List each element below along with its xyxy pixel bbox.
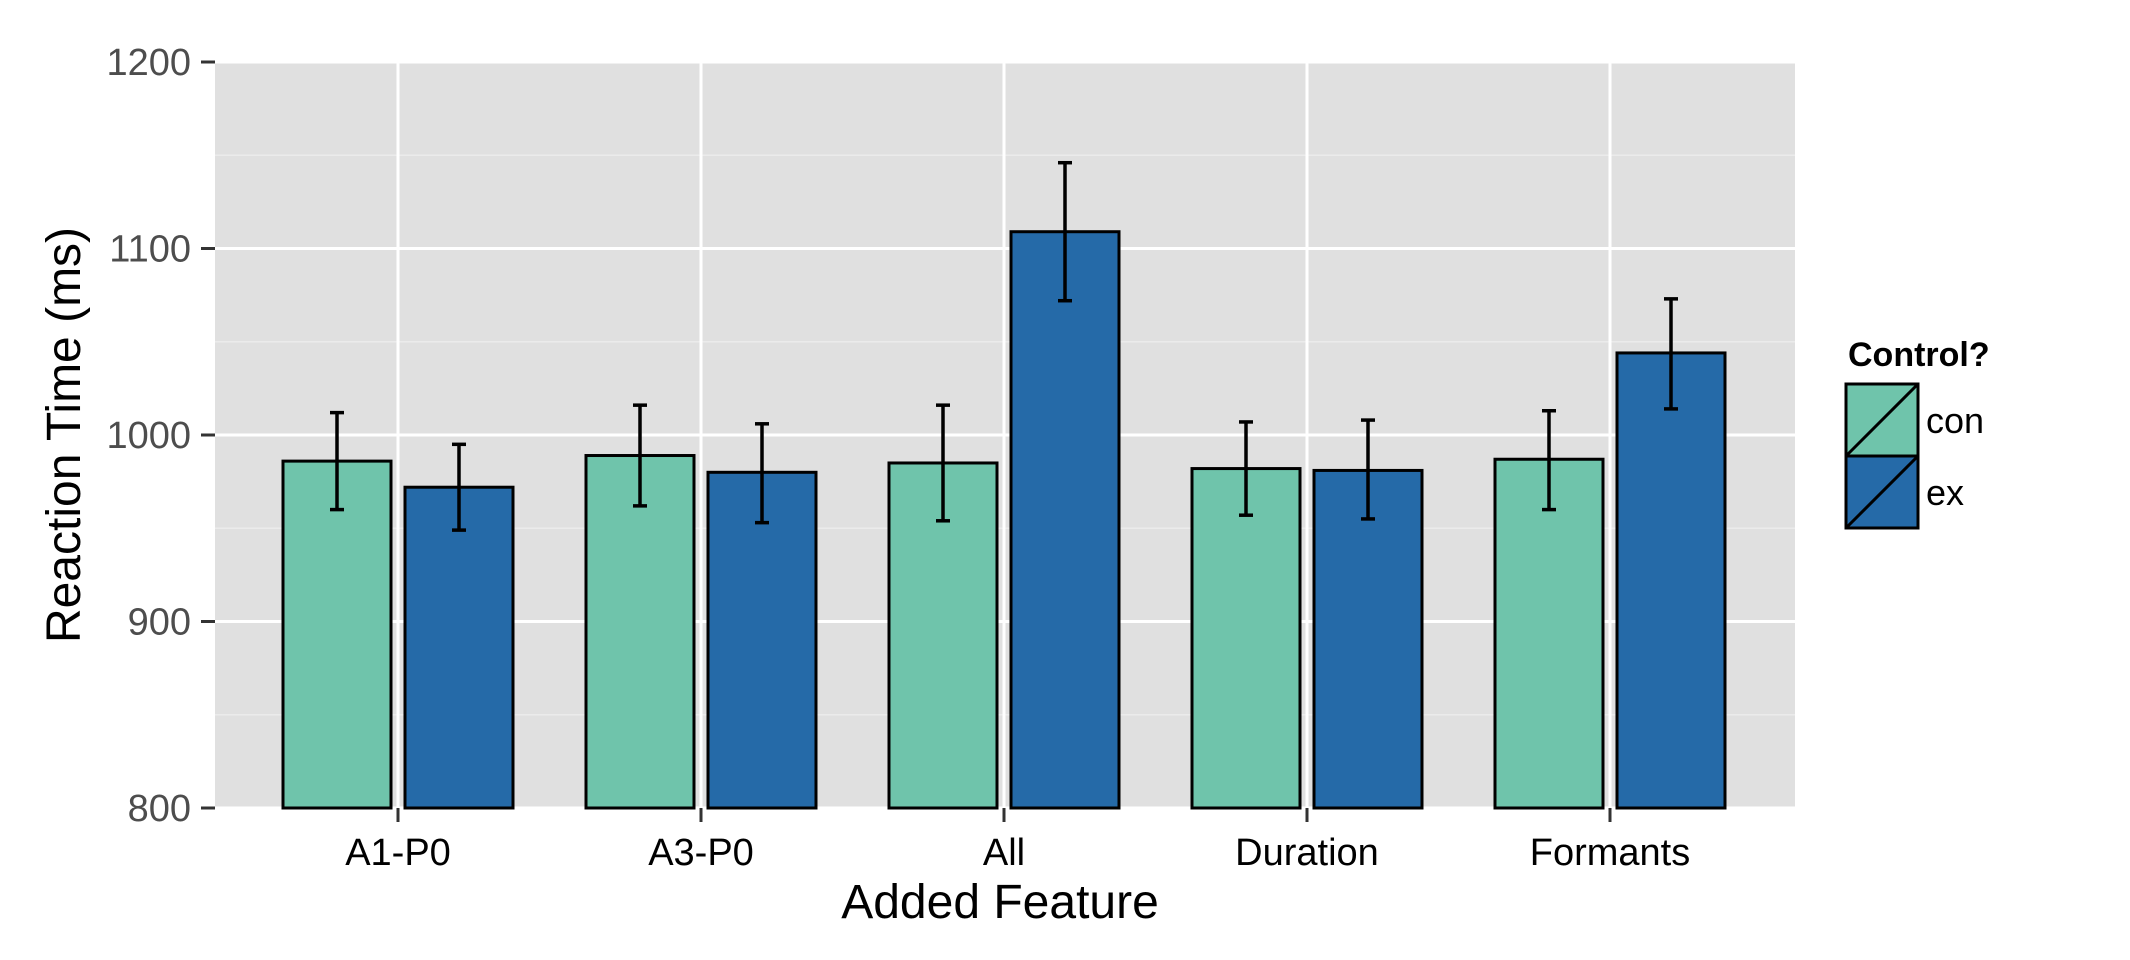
y-tick-label: 800 bbox=[128, 788, 191, 830]
bars bbox=[281, 230, 1727, 810]
x-tick-label: Duration bbox=[1235, 832, 1379, 874]
x-axis-title: Added Feature bbox=[841, 876, 1159, 929]
y-tick-label: 1000 bbox=[106, 415, 191, 457]
legend-label-con: con bbox=[1926, 400, 1984, 441]
bar-con bbox=[1190, 467, 1302, 810]
y-axis-title: Reaction Time (ms) bbox=[38, 227, 91, 643]
legend-title: Control? bbox=[1848, 336, 1990, 374]
legend-key-slash bbox=[1844, 454, 1920, 530]
y-tick-label: 1100 bbox=[109, 229, 191, 271]
bar-ex bbox=[1615, 351, 1727, 810]
x-tick-label: Formants bbox=[1530, 832, 1690, 874]
axes: 800 900 1000 1100 1200 A1-P0 A3-P0 All Duration F… bbox=[106, 42, 1690, 874]
error-bars bbox=[330, 160, 1678, 532]
x-tick-label: A3-P0 bbox=[648, 832, 754, 874]
bar-ex bbox=[1312, 468, 1424, 810]
bar-con bbox=[584, 454, 696, 810]
bar-con bbox=[1493, 457, 1605, 810]
legend: Control? con ex bbox=[1844, 336, 1990, 530]
legend-key-slash bbox=[1844, 382, 1920, 458]
legend-label-ex: ex bbox=[1926, 472, 1964, 513]
y-tick-label: 900 bbox=[128, 602, 191, 644]
x-tick-label: All bbox=[983, 832, 1025, 874]
bar-ex bbox=[1009, 230, 1121, 810]
bar-ex bbox=[403, 485, 515, 810]
grid bbox=[215, 60, 1795, 810]
bar-con bbox=[281, 459, 393, 810]
y-tick-label: 1200 bbox=[106, 42, 191, 84]
x-tick-label: A1-P0 bbox=[345, 832, 451, 874]
